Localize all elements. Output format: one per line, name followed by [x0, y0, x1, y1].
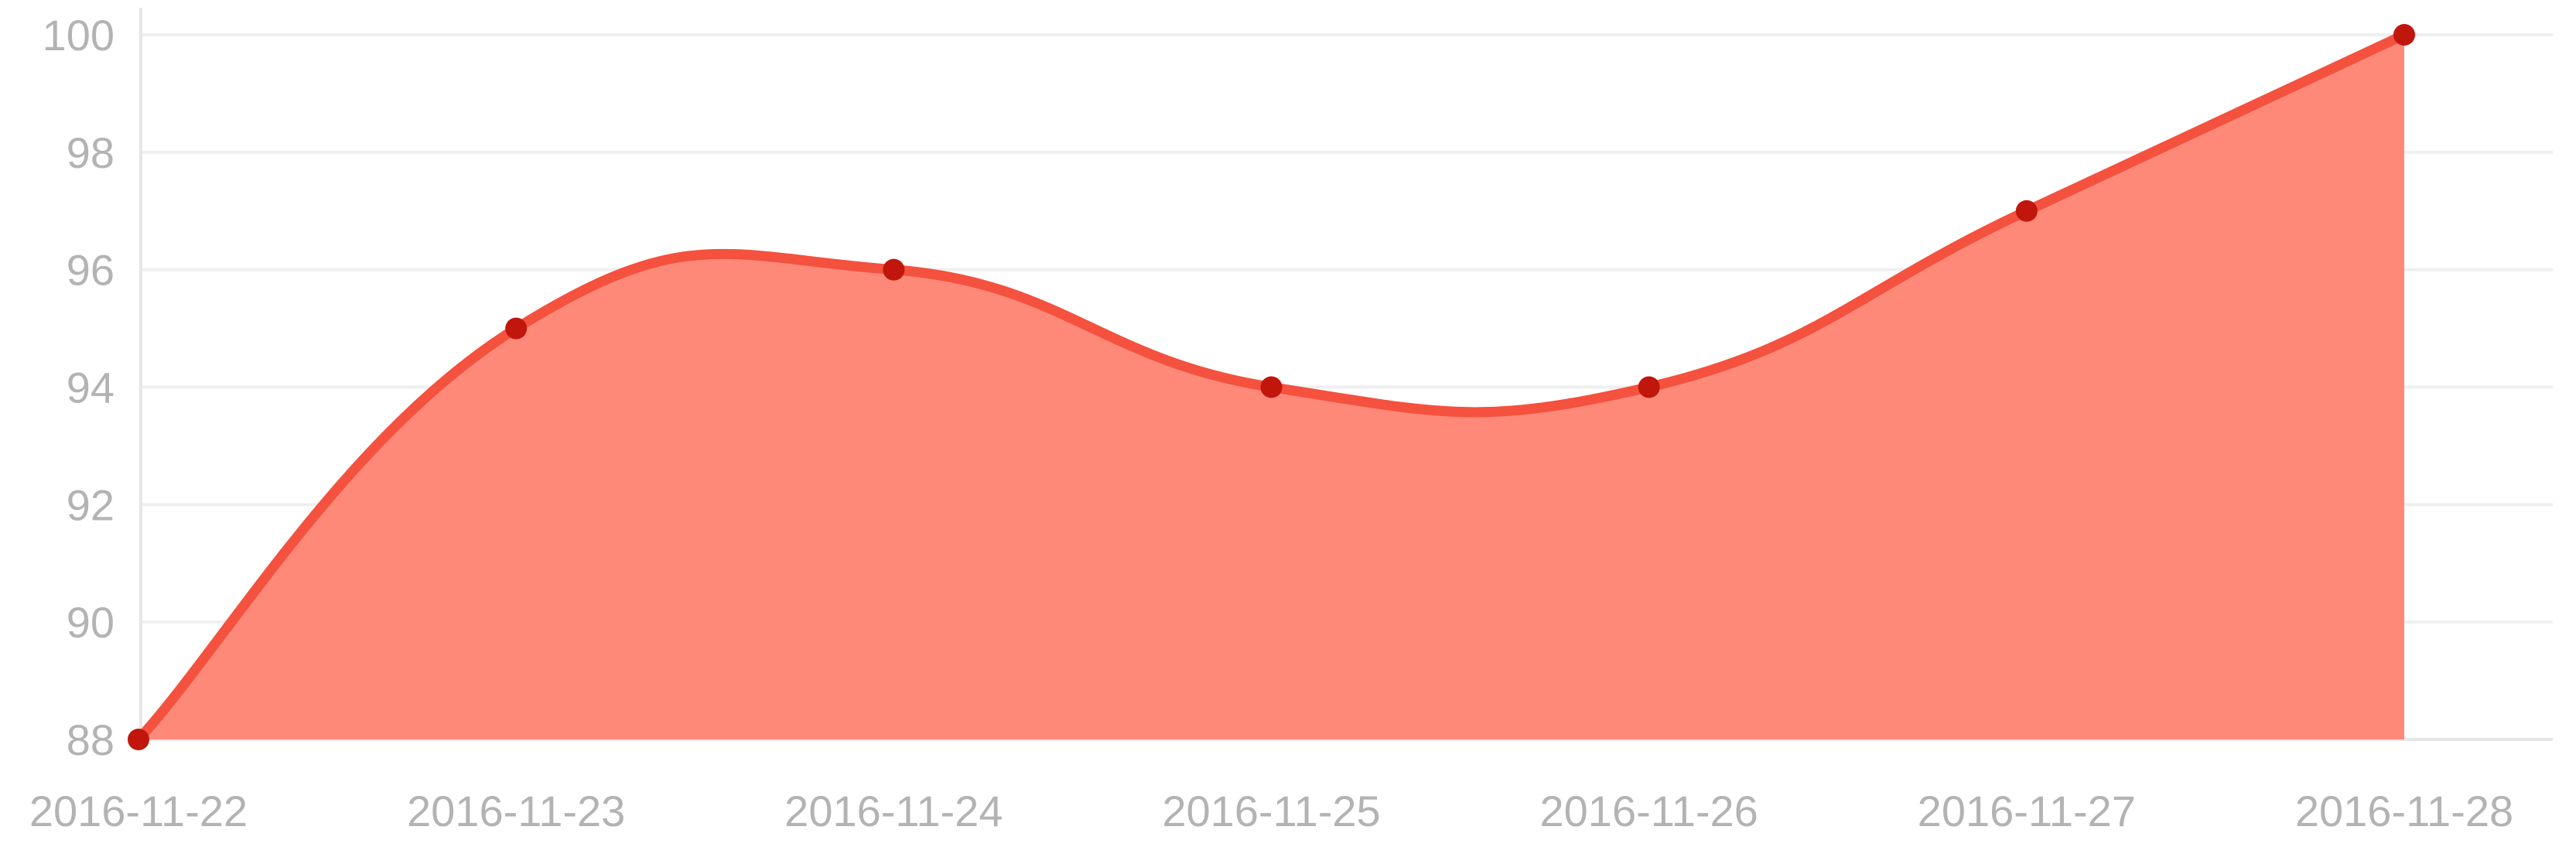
- y-tick-label: 88: [67, 716, 114, 764]
- data-point[interactable]: [2393, 24, 2415, 46]
- y-tick-label: 92: [67, 480, 114, 529]
- x-tick-label: 2016-11-25: [1162, 787, 1380, 835]
- x-tick-label: 2016-11-22: [29, 787, 248, 835]
- y-tick-label: 100: [43, 11, 114, 60]
- data-point[interactable]: [883, 258, 905, 281]
- data-point[interactable]: [1260, 376, 1283, 398]
- data-point[interactable]: [128, 729, 149, 750]
- x-tick-label: 2016-11-23: [407, 787, 625, 835]
- data-point[interactable]: [505, 317, 528, 340]
- x-tick-label: 2016-11-26: [1540, 787, 1758, 835]
- y-tick-label: 98: [67, 128, 114, 177]
- x-tick-label: 2016-11-28: [2295, 787, 2513, 835]
- data-point[interactable]: [1638, 376, 1660, 398]
- y-tick-label: 90: [67, 598, 114, 647]
- y-axis-ticks: 88 90 92 94 96 98 100: [43, 11, 114, 764]
- x-tick-label: 2016-11-27: [1918, 787, 2136, 835]
- y-tick-label: 96: [67, 246, 114, 295]
- data-points: [128, 24, 2415, 750]
- y-tick-label: 94: [67, 364, 114, 412]
- x-axis-ticks: 2016-11-22 2016-11-23 2016-11-24 2016-11-25…: [29, 787, 2513, 835]
- data-point[interactable]: [2015, 200, 2038, 222]
- x-tick-label: 2016-11-24: [784, 787, 1003, 835]
